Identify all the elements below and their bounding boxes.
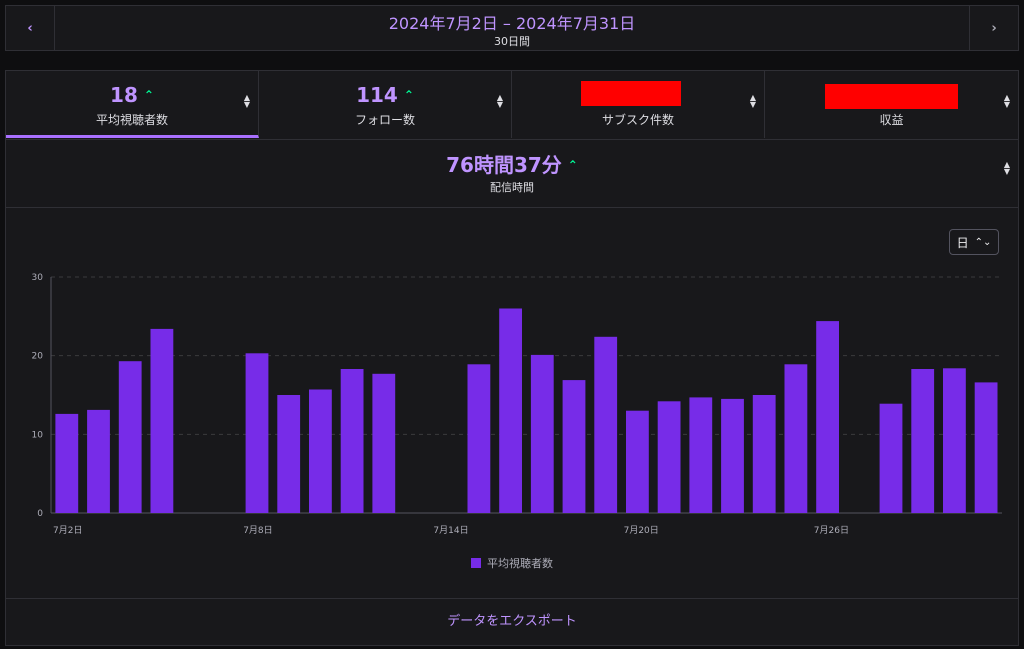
legend-label: 平均視聴者数 bbox=[487, 557, 553, 570]
chart-bar[interactable] bbox=[55, 413, 79, 513]
redacted-value bbox=[825, 84, 958, 109]
chart-bar[interactable] bbox=[467, 364, 491, 513]
analytics-panel: 18 ⌃ 平均視聴者数 ▲ ▼ 114 ⌃ フォロー数 ▲ ▼ サブスク件数 ▲ ▼ 収益… bbox=[5, 70, 1019, 646]
trend-up-icon: ⌃ bbox=[143, 88, 154, 102]
chevron-updown-icon: ⌃⌄ bbox=[974, 236, 992, 248]
sort-icon: ▲ ▼ bbox=[749, 93, 757, 109]
x-tick-label: 7月8日 bbox=[243, 525, 272, 536]
chart-bar[interactable] bbox=[784, 364, 808, 513]
metric-label: 平均視聴者数 bbox=[95, 113, 168, 127]
x-tick-label: 7月14日 bbox=[433, 525, 468, 536]
trend-up-icon: ⌃ bbox=[567, 158, 578, 172]
date-range-bar: ‹ 2024年7月2日 – 2024年7月31日 30日間 › bbox=[5, 5, 1019, 51]
redacted-value bbox=[581, 81, 681, 106]
sort-icon: ▲ ▼ bbox=[1003, 160, 1011, 176]
chart-bar[interactable] bbox=[309, 389, 332, 514]
y-tick-label: 10 bbox=[32, 430, 44, 440]
tab-stream-hours[interactable]: 76時間37分 ⌃ 配信時間 ▲ ▼ bbox=[6, 139, 1018, 208]
tab-subscriptions[interactable]: サブスク件数 ▲ ▼ bbox=[512, 71, 765, 138]
tab-revenue[interactable]: 収益 ▲ ▼ bbox=[765, 71, 1018, 138]
chart-bar[interactable] bbox=[87, 409, 110, 513]
chart-bar[interactable] bbox=[499, 308, 522, 514]
x-tick-label: 7月26日 bbox=[814, 525, 849, 536]
chart-bar[interactable] bbox=[974, 382, 998, 513]
metric-label: 配信時間 bbox=[490, 181, 534, 194]
chart-bar[interactable] bbox=[594, 336, 618, 513]
chart-bar[interactable] bbox=[150, 328, 174, 513]
chart-bar[interactable] bbox=[340, 369, 364, 513]
sort-icon: ▲ ▼ bbox=[1003, 93, 1011, 109]
chart-bar[interactable] bbox=[816, 321, 839, 513]
metric-tabs: 18 ⌃ 平均視聴者数 ▲ ▼ 114 ⌃ フォロー数 ▲ ▼ サブスク件数 ▲ ▼ 収益… bbox=[6, 71, 1018, 140]
metric-value: 76時間37分 ⌃ bbox=[446, 153, 578, 177]
metric-label: サブスク件数 bbox=[601, 113, 674, 127]
date-range-duration: 30日間 bbox=[494, 35, 530, 48]
chart-bar[interactable] bbox=[657, 401, 681, 513]
tab-follows[interactable]: 114 ⌃ フォロー数 ▲ ▼ bbox=[259, 71, 512, 138]
metric-value: 114 ⌃ bbox=[356, 83, 414, 107]
y-tick-label: 30 bbox=[32, 273, 44, 283]
chart-bar[interactable] bbox=[752, 395, 776, 513]
chart-bar[interactable] bbox=[372, 373, 396, 513]
y-tick-label: 0 bbox=[37, 509, 43, 519]
chevron-left-icon: ‹ bbox=[27, 20, 33, 36]
chart-bar[interactable] bbox=[626, 410, 649, 513]
chart-bar[interactable] bbox=[721, 398, 744, 513]
export-data-button[interactable]: データをエクスポート bbox=[6, 598, 1018, 646]
date-range-label: 2024年7月2日 – 2024年7月31日 bbox=[388, 14, 636, 33]
metric-value: 18 ⌃ bbox=[110, 83, 154, 107]
sort-icon: ▲ ▼ bbox=[243, 93, 251, 109]
chart-bar[interactable] bbox=[943, 368, 966, 513]
legend-swatch bbox=[471, 558, 481, 568]
chevron-right-icon: › bbox=[991, 20, 997, 36]
metric-label: フォロー数 bbox=[354, 113, 415, 127]
x-tick-label: 7月20日 bbox=[624, 525, 659, 536]
metric-label: 収益 bbox=[879, 113, 904, 127]
chart-legend: 平均視聴者数 bbox=[6, 555, 1018, 571]
chart-bar[interactable] bbox=[562, 380, 586, 513]
chart-bar[interactable] bbox=[911, 369, 935, 513]
chart-bar[interactable] bbox=[277, 395, 301, 513]
chart-bar[interactable] bbox=[118, 361, 142, 513]
interval-select[interactable]: 日 ⌃⌄ bbox=[949, 229, 999, 255]
viewer-chart: 0 10 20 30 7月2日 7月8日 7月14日 7月20日 7月26日 bbox=[32, 273, 1002, 536]
chart-bar[interactable] bbox=[689, 397, 713, 513]
chart-bar[interactable] bbox=[879, 403, 903, 513]
next-period-button[interactable]: › bbox=[969, 6, 1018, 50]
sort-icon: ▲ ▼ bbox=[496, 93, 504, 109]
tab-average-viewers[interactable]: 18 ⌃ 平均視聴者数 ▲ ▼ bbox=[6, 71, 259, 138]
x-tick-label: 7月2日 bbox=[53, 525, 82, 536]
chart-bar[interactable] bbox=[530, 354, 554, 513]
previous-period-button[interactable]: ‹ bbox=[6, 6, 55, 50]
interval-label: 日 bbox=[956, 235, 969, 250]
y-tick-label: 20 bbox=[32, 352, 44, 362]
trend-up-icon: ⌃ bbox=[403, 88, 414, 102]
chart-bar[interactable] bbox=[245, 353, 269, 513]
